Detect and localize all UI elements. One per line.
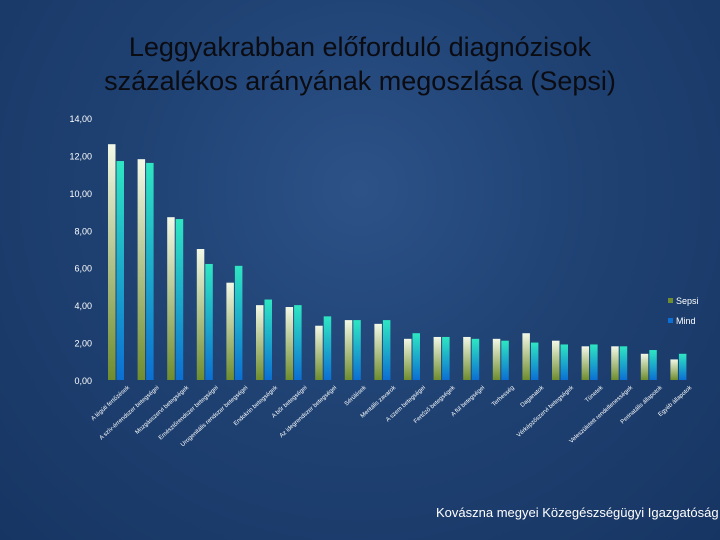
y-tick-label: 6,00 <box>74 264 92 274</box>
y-tick-label: 10,00 <box>69 189 92 199</box>
x-tick-label: Vérképzőszervi betegségek <box>516 384 576 438</box>
bar-mind-16 <box>560 344 568 380</box>
x-tick-label: Daganatok <box>520 384 546 409</box>
bar-sepsi-4 <box>196 249 205 380</box>
bar-sepsi-8 <box>315 325 323 380</box>
bar-sepsi-19 <box>640 353 649 380</box>
bar-mind-1 <box>116 161 124 380</box>
legend-label-sepsi: Sepsi <box>676 296 699 306</box>
slide-title: Leggyakrabban előforduló diagnózisok szá… <box>60 30 660 98</box>
bar-sepsi-18 <box>611 346 619 380</box>
y-tick-label: 14,00 <box>69 114 92 124</box>
legend-swatch-sepsi <box>668 298 673 303</box>
x-tick-label: Tünetek <box>584 384 605 404</box>
bar-mind-5 <box>234 265 243 380</box>
bar-sepsi-15 <box>522 333 530 380</box>
bar-mind-4 <box>205 263 213 380</box>
title-line-1: Leggyakrabban előforduló diagnózisok <box>128 32 592 62</box>
bar-sepsi-1 <box>108 144 116 380</box>
title-line-2: százalékos arányának megoszlása (Sepsi) <box>104 66 616 96</box>
footer-text: Kovászna megyei Közegészségügyi Igazgató… <box>436 505 719 520</box>
bar-mind-14 <box>501 340 509 380</box>
legend-label-mind: Mind <box>676 316 696 326</box>
bar-mind-11 <box>412 333 420 380</box>
bar-mind-9 <box>353 320 361 380</box>
y-tick-label: 0,00 <box>74 376 92 386</box>
bar-mind-10 <box>382 320 391 380</box>
bar-sepsi-3 <box>167 217 175 380</box>
bar-sepsi-5 <box>226 282 234 380</box>
bar-sepsi-17 <box>581 346 590 380</box>
bar-sepsi-20 <box>670 359 678 380</box>
bar-mind-7 <box>294 305 302 380</box>
bar-mind-19 <box>649 350 657 380</box>
x-tick-label: Terhesség <box>491 385 516 408</box>
bar-mind-12 <box>442 336 450 380</box>
bar-mind-20 <box>678 353 687 380</box>
bar-mind-15 <box>530 342 539 380</box>
bar-sepsi-11 <box>404 338 412 380</box>
bar-sepsi-13 <box>463 336 471 380</box>
bar-mind-3 <box>175 219 184 380</box>
legend-swatch-mind <box>668 318 673 323</box>
bar-sepsi-14 <box>492 338 501 380</box>
bar-mind-8 <box>323 316 332 380</box>
x-tick-label: Mozgásszervi betegségek <box>135 384 191 436</box>
y-tick-label: 4,00 <box>74 301 92 311</box>
bar-mind-18 <box>619 346 628 380</box>
x-tick-label: Az idegrendszer betegségei <box>279 385 338 439</box>
bar-sepsi-7 <box>285 307 294 380</box>
y-tick-label: 8,00 <box>74 226 92 236</box>
x-tick-label: Emésztőrendszer betegségei <box>158 385 220 441</box>
bar-sepsi-6 <box>256 305 264 380</box>
x-tick-label: Veleszületett rendellenességek <box>569 384 635 444</box>
y-tick-label: 12,00 <box>69 151 92 161</box>
bar-sepsi-12 <box>433 336 442 380</box>
bar-sepsi-10 <box>374 323 382 380</box>
bar-mind-13 <box>471 338 480 380</box>
bar-sepsi-9 <box>344 320 353 380</box>
bar-mind-6 <box>264 299 272 380</box>
bar-sepsi-16 <box>552 340 560 380</box>
bar-mind-17 <box>590 344 598 380</box>
x-tick-label: Sérülések <box>344 384 369 407</box>
bar-mind-2 <box>146 162 154 380</box>
x-tick-label: A szív-érrendszer betegségei <box>99 385 161 441</box>
bar-sepsi-2 <box>137 159 146 380</box>
y-tick-label: 2,00 <box>74 339 92 349</box>
